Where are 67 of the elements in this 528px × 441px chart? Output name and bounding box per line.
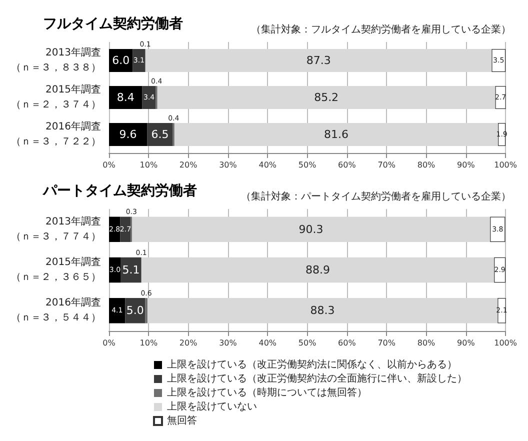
data-label: 87.3 bbox=[306, 54, 331, 67]
x-tick-label: 50% bbox=[298, 160, 317, 170]
data-label: 88.9 bbox=[306, 264, 330, 276]
legend-label: 上限を設けている（時期については無回答） bbox=[167, 386, 367, 398]
bar bbox=[109, 49, 133, 72]
data-label: 85.2 bbox=[314, 91, 339, 104]
x-tick-label: 80% bbox=[417, 338, 436, 348]
data-label: 81.6 bbox=[324, 128, 348, 141]
bar bbox=[157, 86, 496, 109]
bar bbox=[490, 216, 506, 242]
x-tick-label: 90% bbox=[457, 160, 476, 170]
x-tick-label: 40% bbox=[258, 160, 277, 170]
data-label: 88.3 bbox=[310, 304, 335, 318]
bar bbox=[109, 216, 120, 242]
x-tick-label: 20% bbox=[179, 160, 198, 170]
data-label: 9.6 bbox=[119, 128, 137, 141]
x-tick-label: 100% bbox=[494, 338, 518, 348]
data-label: 6.5 bbox=[151, 128, 169, 141]
bar bbox=[492, 49, 506, 72]
x-tick-label: 0% bbox=[102, 338, 116, 348]
x-tick-label: 40% bbox=[258, 338, 277, 348]
x-tick-label: 70% bbox=[378, 160, 396, 170]
bar bbox=[145, 49, 492, 72]
chart-title: フルタイム契約労働者 bbox=[43, 16, 183, 32]
data-label: 8.4 bbox=[116, 91, 134, 104]
x-tick-label: 10% bbox=[140, 338, 158, 348]
x-tick-label: 10% bbox=[140, 160, 158, 170]
legend-label: 上限を設けている（改正労働契約法の全面施行に伴い、新設した） bbox=[167, 372, 467, 384]
y-tick-label: 2015年調査（ｎ＝２，３７４） bbox=[11, 84, 101, 110]
data-label: 5.0 bbox=[126, 304, 144, 318]
chart-subtitle: （集計対象：フルタイム契約労働者を雇用している企業） bbox=[251, 24, 511, 36]
bar bbox=[109, 257, 121, 283]
bar bbox=[142, 86, 156, 109]
x-tick-label: 20% bbox=[179, 338, 198, 348]
chart-subtitle: （集計対象：パートタイム契約労働者を雇用している企業） bbox=[241, 190, 511, 202]
x-tick-label: 30% bbox=[219, 338, 238, 348]
y-tick-label: 2015年調査（ｎ＝２，３６５） bbox=[11, 256, 101, 283]
legend-label: 上限を設けている（改正労働契約法に関係なく、以前からある） bbox=[167, 358, 457, 370]
y-tick-label: 2013年調査（ｎ＝３，７７４） bbox=[11, 215, 101, 242]
bar bbox=[142, 257, 494, 283]
x-tick-label: 70% bbox=[378, 338, 396, 348]
x-tick-label: 50% bbox=[298, 338, 317, 348]
x-tick-label: 0% bbox=[102, 160, 116, 170]
legend-label: 無回答 bbox=[167, 414, 197, 426]
x-tick-label: 80% bbox=[417, 160, 436, 170]
y-tick-label: 2013年調査（ｎ＝３，８３８） bbox=[11, 46, 101, 74]
bar bbox=[120, 216, 131, 242]
bar bbox=[109, 298, 126, 324]
chart-title: パートタイム契約労働者 bbox=[42, 183, 197, 199]
y-tick-label: 2016年調査（ｎ＝３，５４４） bbox=[11, 296, 101, 324]
x-tick-label: 30% bbox=[219, 160, 238, 170]
bar bbox=[132, 216, 490, 242]
bar bbox=[174, 123, 498, 146]
data-label: 6.0 bbox=[112, 54, 130, 67]
legend-label: 上限を設けていない bbox=[167, 400, 257, 412]
x-tick-label: 60% bbox=[338, 338, 356, 348]
x-tick-label: 60% bbox=[338, 160, 356, 170]
x-tick-label: 90% bbox=[457, 338, 476, 348]
x-tick-label: 100% bbox=[494, 160, 518, 170]
data-label: 5.1 bbox=[122, 264, 140, 276]
bar bbox=[147, 123, 173, 146]
bar bbox=[109, 123, 148, 146]
y-tick-label: 2016年調査（ｎ＝３，７２２） bbox=[11, 120, 101, 148]
bar bbox=[109, 86, 142, 109]
bar bbox=[147, 298, 498, 324]
data-label: 90.3 bbox=[298, 222, 324, 236]
bar bbox=[132, 49, 146, 72]
